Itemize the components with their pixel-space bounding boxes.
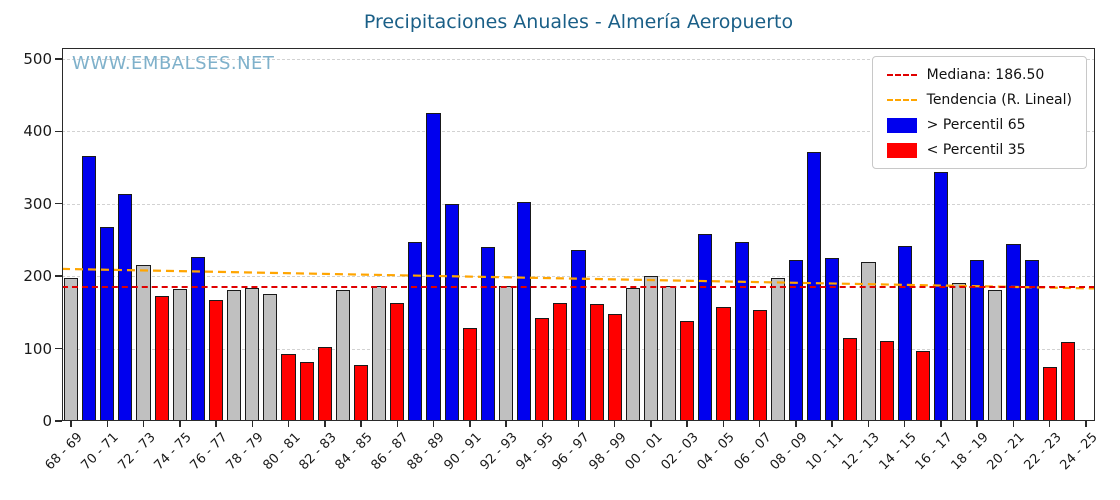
median-line bbox=[62, 285, 1095, 288]
xtick-mark-70-71 bbox=[106, 421, 109, 427]
xtick-label-98-99: 98 - 99 bbox=[586, 430, 630, 474]
ytick-label-400: 400 bbox=[23, 122, 52, 141]
xtick-mark-14-15 bbox=[903, 421, 906, 427]
ytick-mark-0 bbox=[55, 420, 62, 422]
legend-item-percentil-65: > Percentil 65 bbox=[886, 117, 1072, 133]
xtick-mark-16-17 bbox=[940, 421, 942, 427]
ytick-mark-500 bbox=[55, 58, 62, 60]
xtick-label-04-05: 04 - 05 bbox=[694, 430, 739, 474]
xtick-label-76-77: 76 - 77 bbox=[187, 430, 231, 474]
xtick-label-74-75: 74 - 75 bbox=[151, 430, 195, 474]
xtick-mark-18-19 bbox=[976, 421, 978, 427]
gridline-400 bbox=[62, 131, 1095, 133]
xtick-mark-24-25 bbox=[1085, 421, 1087, 427]
legend-label-percentil-65: > Percentil 65 bbox=[926, 117, 1026, 133]
xtick-label-96-97: 96 - 97 bbox=[549, 430, 594, 474]
xtick-label-10-11: 10 - 11 bbox=[803, 430, 847, 474]
xtick-mark-20-21 bbox=[1012, 421, 1015, 427]
ytick-mark-300 bbox=[55, 202, 62, 205]
xtick-label-84-85: 84 - 85 bbox=[332, 430, 376, 474]
xtick-mark-06-07 bbox=[758, 421, 761, 427]
xtick-label-16-17: 16 - 17 bbox=[912, 430, 956, 474]
xtick-label-88-89: 88 - 89 bbox=[404, 430, 449, 474]
xtick-mark-04-05 bbox=[722, 421, 725, 427]
xtick-label-00-01: 00 - 01 bbox=[622, 430, 666, 474]
ytick-mark-100 bbox=[55, 347, 62, 350]
xtick-mark-98-99 bbox=[613, 421, 616, 427]
xtick-mark-92-93 bbox=[505, 421, 507, 427]
legend-item-tendencia: Tendencia (R. Lineal) bbox=[886, 92, 1072, 108]
legend-label-tendencia: Tendencia (R. Lineal) bbox=[926, 92, 1072, 108]
percentil-35-patch-swatch bbox=[886, 142, 917, 158]
xtick-label-72-73: 72 - 73 bbox=[115, 430, 159, 474]
xtick-label-94-95: 94 - 95 bbox=[513, 430, 557, 474]
legend-label-percentil-35: < Percentil 35 bbox=[926, 142, 1026, 158]
ytick-label-200: 200 bbox=[23, 267, 52, 286]
xtick-label-92-93: 92 - 93 bbox=[477, 430, 521, 474]
xtick-label-24-25: 24 - 25 bbox=[1057, 430, 1101, 474]
trend-dash-swatch bbox=[886, 99, 917, 101]
ytick-label-300: 300 bbox=[23, 194, 52, 213]
legend: Mediana: 186.50 Tendencia (R. Lineal) > … bbox=[871, 56, 1087, 169]
xtick-label-14-15: 14 - 15 bbox=[876, 430, 920, 474]
xtick-mark-10-11 bbox=[831, 421, 833, 427]
xtick-mark-08-09 bbox=[795, 421, 797, 427]
xtick-label-86-87: 86 - 87 bbox=[368, 430, 412, 474]
xtick-mark-68-69 bbox=[70, 421, 72, 427]
xtick-label-18-19: 18 - 19 bbox=[948, 430, 992, 474]
chart-title: Precipitaciones Anuales - Almería Aeropu… bbox=[363, 11, 794, 33]
legend-label-mediana: Mediana: 186.50 bbox=[926, 67, 1045, 83]
xtick-mark-96-97 bbox=[577, 421, 580, 427]
trend-line bbox=[61, 267, 1096, 290]
gridline-500 bbox=[62, 58, 1095, 60]
xtick-label-80-81: 80 - 81 bbox=[259, 430, 304, 474]
xtick-label-02-03: 02 - 03 bbox=[658, 430, 702, 474]
watermark: WWW.EMBALSES.NET bbox=[72, 53, 275, 74]
percentil-65-patch-swatch bbox=[886, 117, 917, 133]
legend-item-mediana: Mediana: 186.50 bbox=[886, 67, 1072, 83]
trend-line-segment bbox=[61, 267, 1096, 290]
xtick-mark-74-75 bbox=[179, 421, 181, 427]
xtick-label-12-13: 12 - 13 bbox=[839, 430, 884, 474]
xtick-mark-72-73 bbox=[142, 421, 145, 427]
median-dash-swatch bbox=[886, 74, 917, 76]
ytick-mark-400 bbox=[55, 130, 62, 133]
xtick-mark-02-03 bbox=[686, 421, 688, 427]
xtick-label-08-09: 08 - 09 bbox=[767, 430, 811, 474]
xtick-mark-86-87 bbox=[396, 421, 399, 427]
ytick-label-100: 100 bbox=[23, 339, 52, 358]
xtick-mark-00-01 bbox=[650, 421, 652, 427]
xtick-mark-80-81 bbox=[287, 421, 290, 427]
xtick-mark-78-79 bbox=[251, 421, 254, 427]
xtick-label-06-07: 06 - 07 bbox=[731, 430, 775, 474]
xtick-mark-12-13 bbox=[867, 421, 870, 427]
xtick-mark-88-89 bbox=[432, 421, 435, 427]
xtick-label-68-69: 68 - 69 bbox=[42, 430, 86, 474]
xtick-label-22-23: 22 - 23 bbox=[1021, 430, 1065, 474]
xtick-mark-90-91 bbox=[469, 421, 471, 427]
xtick-label-90-91: 90 - 91 bbox=[441, 430, 485, 474]
xtick-label-82-83: 82 - 83 bbox=[296, 430, 340, 474]
ytick-label-0: 0 bbox=[42, 412, 52, 430]
xtick-mark-84-85 bbox=[360, 421, 362, 427]
ytick-label-500: 500 bbox=[23, 49, 52, 68]
xtick-label-70-71: 70 - 71 bbox=[78, 430, 122, 474]
xtick-mark-22-23 bbox=[1048, 421, 1051, 427]
xtick-label-78-79: 78 - 79 bbox=[223, 430, 267, 474]
gridline-300 bbox=[62, 203, 1095, 205]
legend-item-percentil-35: < Percentil 35 bbox=[886, 142, 1072, 158]
xtick-mark-76-77 bbox=[215, 421, 217, 427]
xtick-mark-94-95 bbox=[541, 421, 543, 427]
xtick-label-20-21: 20 - 21 bbox=[984, 430, 1029, 474]
ytick-mark-200 bbox=[55, 275, 62, 277]
xtick-mark-82-83 bbox=[324, 421, 326, 427]
